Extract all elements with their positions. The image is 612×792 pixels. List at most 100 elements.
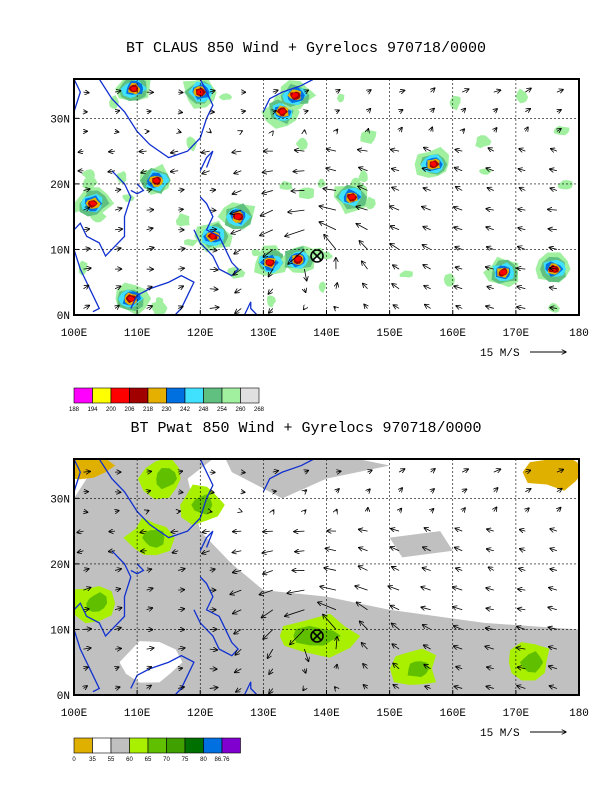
wind-vector bbox=[486, 686, 494, 688]
pwat-region bbox=[421, 480, 485, 519]
x-tick-label: 130E bbox=[250, 708, 277, 720]
wind-vector bbox=[336, 129, 338, 131]
cloud-patch bbox=[336, 93, 345, 103]
wind-vector bbox=[336, 664, 337, 668]
wind-vector bbox=[488, 148, 494, 151]
cloud-patch bbox=[366, 196, 376, 210]
wind-vector bbox=[455, 150, 463, 152]
wind-vector bbox=[556, 488, 562, 491]
wind-vector bbox=[425, 686, 431, 688]
wind-vector bbox=[304, 90, 308, 92]
wind-vector bbox=[557, 129, 561, 132]
wind-vector bbox=[114, 589, 120, 590]
wind-vector bbox=[486, 549, 494, 551]
wind-vector bbox=[304, 470, 308, 472]
cloud-patch bbox=[89, 201, 97, 206]
wind-vector bbox=[485, 646, 494, 649]
wind-vector bbox=[525, 470, 530, 472]
wind-vector bbox=[319, 206, 337, 211]
wind-vector bbox=[431, 88, 435, 92]
colorbar-label: 55 bbox=[108, 757, 115, 763]
wind-vector bbox=[462, 469, 468, 472]
cloud-patch bbox=[218, 93, 233, 101]
colorbar-swatch bbox=[129, 737, 149, 754]
wind-vector bbox=[287, 589, 305, 593]
wind-vector bbox=[304, 308, 305, 309]
wind-vector bbox=[83, 648, 91, 649]
x-tick-label: 110E bbox=[124, 708, 151, 720]
wind-vector bbox=[83, 667, 88, 669]
wind-vector bbox=[519, 529, 526, 531]
pwat-region bbox=[520, 651, 544, 673]
wind-vector bbox=[83, 248, 90, 249]
wind-vector bbox=[114, 628, 121, 630]
wind-vector bbox=[390, 226, 400, 231]
wind-vector bbox=[323, 614, 337, 630]
wind-vector bbox=[431, 509, 434, 512]
wind-vector bbox=[456, 306, 463, 309]
wind-vector bbox=[549, 247, 558, 249]
y-tick-label: 0N bbox=[57, 691, 70, 703]
wind-vector bbox=[267, 648, 274, 658]
cloud-patch bbox=[360, 130, 377, 144]
cloud-patch bbox=[295, 137, 308, 151]
wind-vector bbox=[423, 645, 431, 650]
coastline bbox=[199, 150, 214, 172]
colorbar: 0 35 55 60 65 70 75 80 86.76 bbox=[72, 737, 241, 763]
x-tick-label: 110E bbox=[124, 328, 151, 340]
pwat-region bbox=[191, 494, 213, 515]
wind-vector bbox=[520, 549, 526, 551]
wind-vector bbox=[78, 151, 84, 152]
wind-vector bbox=[109, 531, 116, 532]
wind-vector bbox=[392, 284, 400, 290]
wind-vector bbox=[235, 289, 242, 293]
wind-vector bbox=[178, 112, 182, 113]
wind-vector bbox=[525, 88, 531, 92]
wind-vector bbox=[462, 129, 464, 131]
wind-vector bbox=[368, 90, 372, 92]
wind-vector bbox=[178, 492, 183, 493]
wind-vector bbox=[234, 669, 242, 673]
wind-vector bbox=[209, 687, 218, 688]
wind-vector bbox=[455, 528, 463, 531]
grid-lines bbox=[74, 459, 579, 695]
wind-vector bbox=[393, 663, 400, 670]
wind-vector bbox=[336, 110, 339, 112]
wind-vector bbox=[453, 207, 463, 210]
wind-vector bbox=[114, 91, 121, 92]
wind-vector bbox=[178, 209, 183, 210]
wind-vector bbox=[115, 667, 119, 669]
pwat-region bbox=[74, 459, 116, 480]
wind-vector bbox=[147, 685, 152, 688]
pwat-field bbox=[74, 459, 579, 695]
wind-vector bbox=[550, 307, 557, 308]
wind-vector bbox=[177, 286, 183, 289]
wind-vector bbox=[260, 229, 274, 236]
wind-vector bbox=[494, 507, 497, 511]
y-tick-label: 30N bbox=[50, 114, 70, 126]
pwat-region bbox=[522, 492, 577, 528]
wind-vector bbox=[456, 568, 463, 570]
cloud-patch bbox=[251, 249, 260, 257]
wind-vector bbox=[146, 471, 152, 472]
pwat-region bbox=[522, 459, 579, 491]
wind-vector bbox=[454, 286, 463, 289]
wind-vector bbox=[355, 586, 368, 591]
coastline bbox=[193, 576, 240, 657]
wind-vector bbox=[285, 609, 305, 617]
wind-vector bbox=[517, 686, 526, 689]
wind-vector bbox=[462, 108, 465, 111]
wind-vector bbox=[393, 684, 400, 688]
wind-vector bbox=[231, 229, 242, 234]
wind-vector bbox=[147, 510, 149, 511]
wind-vector bbox=[551, 149, 558, 151]
cloud-patch bbox=[553, 125, 570, 136]
wind-vector bbox=[550, 569, 557, 571]
wind-vector bbox=[234, 629, 242, 633]
wind-vector bbox=[230, 209, 242, 214]
wind-vector bbox=[263, 531, 273, 532]
wind-vector bbox=[368, 129, 369, 132]
colorbar-label: 254 bbox=[217, 407, 228, 413]
coastline bbox=[98, 79, 214, 159]
wind-vector bbox=[456, 667, 463, 669]
